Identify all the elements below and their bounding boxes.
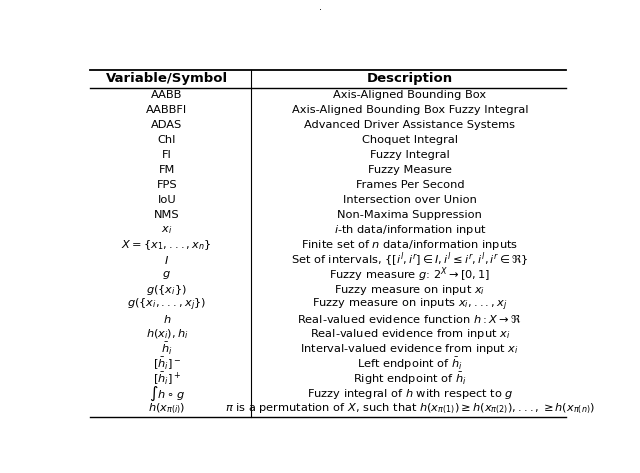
- Text: Choquet Integral: Choquet Integral: [362, 135, 458, 145]
- Text: $x_i$: $x_i$: [161, 224, 172, 236]
- Text: $g(\{x_i\})$: $g(\{x_i\})$: [147, 282, 188, 297]
- Text: NMS: NMS: [154, 210, 180, 220]
- Text: FI: FI: [162, 150, 172, 160]
- Text: $h$: $h$: [163, 314, 171, 325]
- Text: $h(x_{\pi(i)})$: $h(x_{\pi(i)})$: [148, 402, 186, 416]
- Text: Fuzzy measure $g$: $2^X \rightarrow [0,1]$: Fuzzy measure $g$: $2^X \rightarrow [0,1…: [329, 265, 491, 284]
- Text: Non-Maxima Suppression: Non-Maxima Suppression: [337, 210, 483, 220]
- Text: $[\bar{h}_i]^-$: $[\bar{h}_i]^-$: [153, 356, 181, 372]
- Text: Fuzzy Integral: Fuzzy Integral: [370, 150, 450, 160]
- Text: Frames Per Second: Frames Per Second: [356, 180, 464, 190]
- Text: Variable/Symbol: Variable/Symbol: [106, 72, 228, 85]
- Text: $g(\{x_i,...,x_j\})$: $g(\{x_i,...,x_j\})$: [127, 296, 207, 313]
- Text: AABBFI: AABBFI: [146, 105, 188, 115]
- Text: Axis-Aligned Bounding Box: Axis-Aligned Bounding Box: [333, 90, 486, 100]
- Text: AABB: AABB: [151, 90, 182, 100]
- Text: $[\bar{h}_i]^+$: $[\bar{h}_i]^+$: [153, 371, 181, 387]
- Text: Interval-valued evidence from input $x_i$: Interval-valued evidence from input $x_i…: [300, 342, 519, 356]
- Text: $i$-th data/information input: $i$-th data/information input: [333, 223, 486, 236]
- Text: Axis-Aligned Bounding Box Fuzzy Integral: Axis-Aligned Bounding Box Fuzzy Integral: [292, 105, 528, 115]
- Text: ChI: ChI: [157, 135, 176, 145]
- Text: Left endpoint of $\bar{h}_i$: Left endpoint of $\bar{h}_i$: [357, 356, 463, 372]
- Text: $g$: $g$: [163, 269, 171, 280]
- Text: Fuzzy measure on inputs $x_i,...,x_j$: Fuzzy measure on inputs $x_i,...,x_j$: [312, 296, 508, 313]
- Text: Finite set of $n$ data/information inputs: Finite set of $n$ data/information input…: [301, 238, 518, 252]
- Text: IoU: IoU: [157, 195, 176, 205]
- Text: Real-valued evidence function $h : X \rightarrow \Re$: Real-valued evidence function $h : X \ri…: [298, 314, 522, 325]
- Text: Advanced Driver Assistance Systems: Advanced Driver Assistance Systems: [305, 120, 515, 130]
- Text: Set of intervals, $\{[i^l, i^r] \in I, i^l \leq i^r, i^l, i^r \in \Re\}$: Set of intervals, $\{[i^l, i^r] \in I, i…: [291, 250, 529, 269]
- Text: FPS: FPS: [157, 180, 177, 190]
- Text: $I$: $I$: [164, 254, 170, 266]
- Text: $h(x_i), h_i$: $h(x_i), h_i$: [145, 328, 188, 341]
- Text: $\int h \circ g$: $\int h \circ g$: [149, 385, 185, 403]
- Text: Fuzzy measure on input $x_i$: Fuzzy measure on input $x_i$: [334, 282, 485, 297]
- Text: ADAS: ADAS: [151, 120, 182, 130]
- Text: FM: FM: [159, 165, 175, 175]
- Text: Right endpoint of $\bar{h}_i$: Right endpoint of $\bar{h}_i$: [353, 371, 467, 387]
- Text: Real-valued evidence from input $x_i$: Real-valued evidence from input $x_i$: [310, 327, 510, 342]
- Text: .: .: [319, 2, 321, 12]
- Text: Fuzzy Measure: Fuzzy Measure: [368, 165, 452, 175]
- Text: $X = \{x_1,...,x_n\}$: $X = \{x_1,...,x_n\}$: [122, 238, 212, 252]
- Text: $\bar{h}_i$: $\bar{h}_i$: [161, 342, 173, 357]
- Text: Fuzzy integral of $h$ with respect to $g$: Fuzzy integral of $h$ with respect to $g…: [307, 387, 513, 401]
- Text: Description: Description: [367, 72, 453, 85]
- Text: Intersection over Union: Intersection over Union: [343, 195, 477, 205]
- Text: $\pi$ is a permutation of $X$, such that $h(x_{\pi(1)}) \geq h(x_{\pi(2)}),...,\: $\pi$ is a permutation of $X$, such that…: [225, 402, 595, 416]
